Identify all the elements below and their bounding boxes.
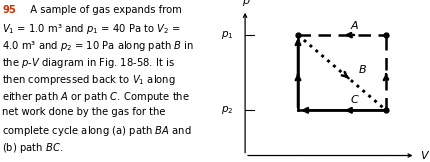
Text: $V_1$ = 1.0 m³ and $p_1$ = 40 Pa to $V_2$ =: $V_1$ = 1.0 m³ and $p_1$ = 40 Pa to $V_2… — [3, 22, 181, 36]
Text: net work done by the gas for the: net work done by the gas for the — [3, 107, 166, 117]
Text: either path $A$ or path $C$. Compute the: either path $A$ or path $C$. Compute the — [3, 90, 190, 104]
Text: 4.0 m³ and $p_2$ = 10 Pa along path $B$ in: 4.0 m³ and $p_2$ = 10 Pa along path $B$ … — [3, 39, 195, 53]
Text: then compressed back to $V_1$ along: then compressed back to $V_1$ along — [3, 73, 176, 87]
Text: the $p$-$V$ diagram in Fig. 18-58. It is: the $p$-$V$ diagram in Fig. 18-58. It is — [3, 56, 175, 70]
Text: B: B — [358, 65, 366, 75]
Text: $p_1$: $p_1$ — [221, 29, 233, 41]
Text: p: p — [242, 0, 249, 6]
Text: complete cycle along (a) path $BA$ and: complete cycle along (a) path $BA$ and — [3, 124, 192, 138]
Text: C: C — [351, 95, 359, 105]
Text: $p_2$: $p_2$ — [221, 104, 233, 116]
Text: V: V — [420, 150, 427, 161]
Text: 95: 95 — [3, 5, 16, 15]
Text: A sample of gas expands from: A sample of gas expands from — [24, 5, 182, 15]
Text: (b) path $BC$.: (b) path $BC$. — [3, 141, 64, 155]
Text: A: A — [351, 21, 359, 31]
